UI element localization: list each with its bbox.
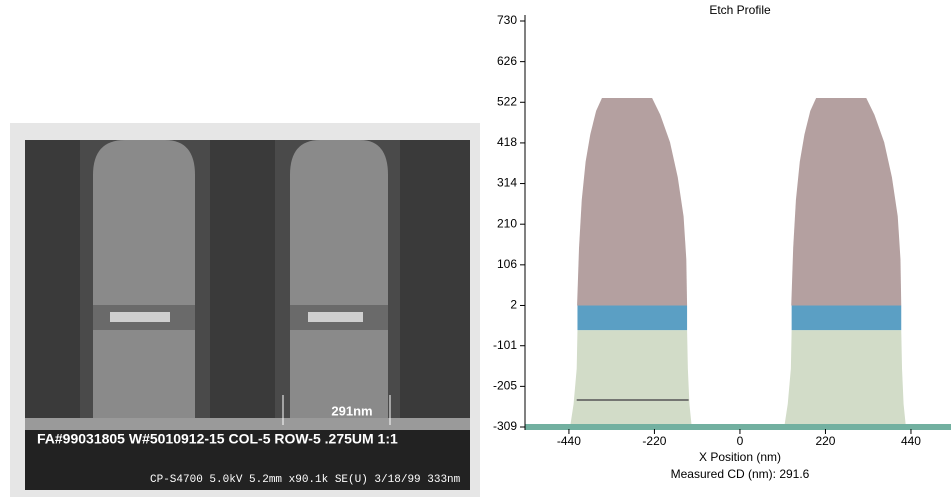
y-tick-label: 418: [497, 135, 517, 149]
profile-layer: [570, 330, 692, 427]
y-tick-label: 730: [497, 13, 517, 27]
profile-layer: [577, 305, 688, 331]
y-tick-label: 522: [497, 94, 517, 108]
measure-label: 291nm: [331, 403, 372, 418]
x-tick-label: -220: [642, 434, 666, 448]
x-tick-label: 440: [901, 434, 921, 448]
profile-layer: [791, 97, 902, 306]
profile-layer: [577, 97, 688, 306]
info: CP-S4700 5.0kV 5.2mm x90.1k SE(U) 3/18/9…: [150, 474, 461, 486]
x-tick-label: -440: [557, 434, 581, 448]
y-tick-label: 626: [497, 54, 517, 68]
caption: FA#99031805 W#5010912-15 COL-5 ROW-5 .27…: [37, 431, 398, 447]
y-tick-label: 210: [497, 216, 517, 230]
chart: Etch Profile X Position (nm) Measured CD…: [493, 3, 951, 481]
x-tick-label: 0: [737, 434, 744, 448]
y-tick-label: -101: [493, 338, 517, 352]
annotation: Measured CD (nm): 291.6: [671, 467, 810, 481]
y-tick-label: -205: [493, 379, 517, 393]
y-tick-label: -309: [493, 419, 517, 433]
chart-title: Etch Profile: [709, 3, 771, 17]
y-tick-label: 106: [497, 257, 517, 271]
x-tick-label: 220: [815, 434, 835, 448]
profile-layer: [784, 330, 906, 427]
y-tick-label: 314: [497, 176, 517, 190]
sem-image: 291nm FA#99031805 W#5010912-15 COL-5 ROW…: [10, 123, 480, 497]
profile-layer: [791, 305, 902, 331]
y-tick-label: 2: [510, 298, 517, 312]
x-axis-label: X Position (nm): [699, 450, 781, 464]
